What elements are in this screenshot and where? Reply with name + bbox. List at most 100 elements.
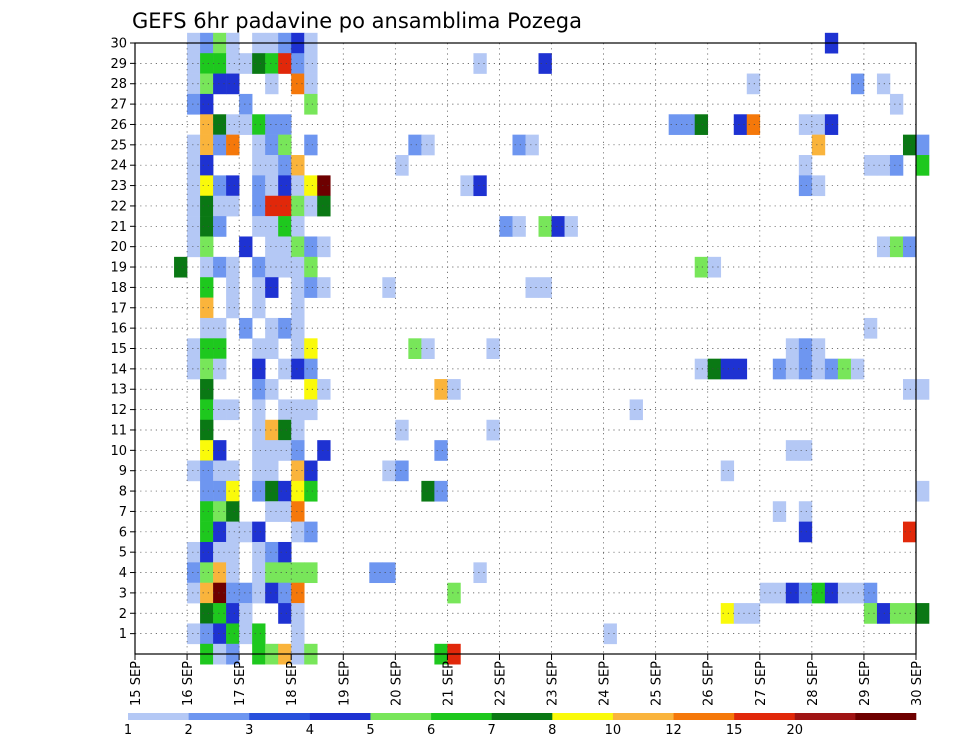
heatmap-cell xyxy=(265,440,279,461)
heatmap-cell xyxy=(486,419,500,441)
heatmap-cell xyxy=(213,216,227,237)
heatmap-cell xyxy=(304,399,318,421)
heatmap-cell xyxy=(226,53,240,74)
heatmap-cell xyxy=(252,155,266,176)
heatmap-cell xyxy=(252,440,266,461)
heatmap-cell xyxy=(538,53,552,74)
y-tick-label: 19 xyxy=(110,261,127,276)
colorbar-swatch xyxy=(370,713,432,720)
heatmap-cell xyxy=(187,236,201,258)
heatmap-cell xyxy=(252,216,266,237)
heatmap-cell xyxy=(317,236,331,258)
heatmap-cell xyxy=(252,623,266,645)
heatmap-cell xyxy=(200,297,214,319)
heatmap-cell xyxy=(252,399,266,421)
heatmap-cell xyxy=(863,155,878,176)
heatmap-cell xyxy=(265,582,279,604)
heatmap-cell xyxy=(551,216,565,237)
heatmap-cell xyxy=(408,134,422,156)
heatmap-cell xyxy=(265,195,279,217)
heatmap-cell xyxy=(291,521,305,543)
heatmap-cell xyxy=(278,236,292,258)
x-tick-label: 29 SEP xyxy=(858,661,873,706)
x-tick-label: 15 SEP xyxy=(129,661,144,706)
heatmap-cell xyxy=(291,53,305,74)
heatmap-cell xyxy=(694,358,709,380)
heatmap-cell xyxy=(850,358,865,380)
heatmap-cell xyxy=(538,277,552,298)
heatmap-cell xyxy=(733,114,748,135)
heatmap-cell xyxy=(226,521,240,543)
heatmap-cell xyxy=(252,175,266,197)
y-tick-label: 25 xyxy=(110,138,127,153)
heatmap-cell xyxy=(421,480,435,502)
heatmap-cell xyxy=(187,73,201,95)
heatmap-cell xyxy=(291,175,305,197)
heatmap-cell xyxy=(200,236,214,258)
heatmap-cell xyxy=(213,460,227,482)
heatmap-cell xyxy=(226,277,240,298)
heatmap-cell xyxy=(499,216,513,237)
heatmap-cell xyxy=(213,73,227,95)
heatmap-cell xyxy=(213,338,227,359)
heatmap-cell xyxy=(304,236,318,258)
colorbar-swatch xyxy=(734,713,796,720)
heatmap-cell xyxy=(681,114,696,135)
y-tick-label: 28 xyxy=(110,77,127,92)
y-tick-label: 27 xyxy=(110,98,127,113)
heatmap-cell xyxy=(239,236,253,258)
heatmap-cell xyxy=(304,256,318,278)
colorbar-label: 7 xyxy=(488,723,496,738)
heatmap-cell xyxy=(629,399,643,421)
heatmap-cell xyxy=(200,155,214,176)
heatmap-cell xyxy=(291,440,305,461)
heatmap-cell xyxy=(200,603,214,624)
heatmap-cell xyxy=(200,53,214,74)
y-tick-label: 23 xyxy=(110,179,127,194)
heatmap-cell xyxy=(369,562,383,584)
heatmap-cell xyxy=(200,358,214,380)
heatmap-cell xyxy=(720,460,735,482)
heatmap-cell xyxy=(798,358,813,380)
heatmap-cell xyxy=(252,297,266,319)
heatmap-cell xyxy=(213,175,227,197)
colorbar-label: 12 xyxy=(665,723,682,738)
heatmap-cell xyxy=(226,562,240,584)
heatmap-cell xyxy=(512,134,526,156)
heatmap-cell xyxy=(798,338,813,359)
heatmap-cell xyxy=(876,73,891,95)
colorbar-label: 5 xyxy=(366,723,374,738)
y-tick-label: 4 xyxy=(119,566,127,581)
heatmap-cell xyxy=(187,134,201,156)
heatmap-cell xyxy=(759,582,774,604)
y-tick-label: 5 xyxy=(119,546,127,561)
heatmap-cell xyxy=(473,175,487,197)
y-tick-label: 20 xyxy=(110,240,127,255)
y-tick-label: 18 xyxy=(110,281,127,296)
heatmap-cell xyxy=(265,460,279,482)
heatmap-cell xyxy=(746,73,761,95)
heatmap-cell xyxy=(187,93,201,115)
heatmap-cell xyxy=(317,175,331,197)
heatmap-cell xyxy=(889,93,904,115)
heatmap-cell xyxy=(187,562,201,584)
heatmap-cell xyxy=(278,501,292,522)
heatmap-cell xyxy=(421,338,435,359)
heatmap-cell xyxy=(811,358,826,380)
heatmap-cell xyxy=(252,541,266,563)
heatmap-cell xyxy=(278,53,292,74)
heatmap-cell xyxy=(916,480,930,502)
heatmap-cell xyxy=(382,277,396,298)
heatmap-cell xyxy=(798,175,813,197)
y-tick-label: 3 xyxy=(119,586,127,601)
heatmap-cell xyxy=(265,175,279,197)
heatmap-cell xyxy=(720,358,735,380)
heatmap-cell xyxy=(239,623,253,645)
heatmap-cell xyxy=(304,134,318,156)
heatmap-cell xyxy=(317,195,331,217)
colorbar-swatch xyxy=(855,713,917,720)
heatmap-cell xyxy=(382,562,396,584)
heatmap-cell xyxy=(304,358,318,380)
heatmap-cell xyxy=(213,521,227,543)
